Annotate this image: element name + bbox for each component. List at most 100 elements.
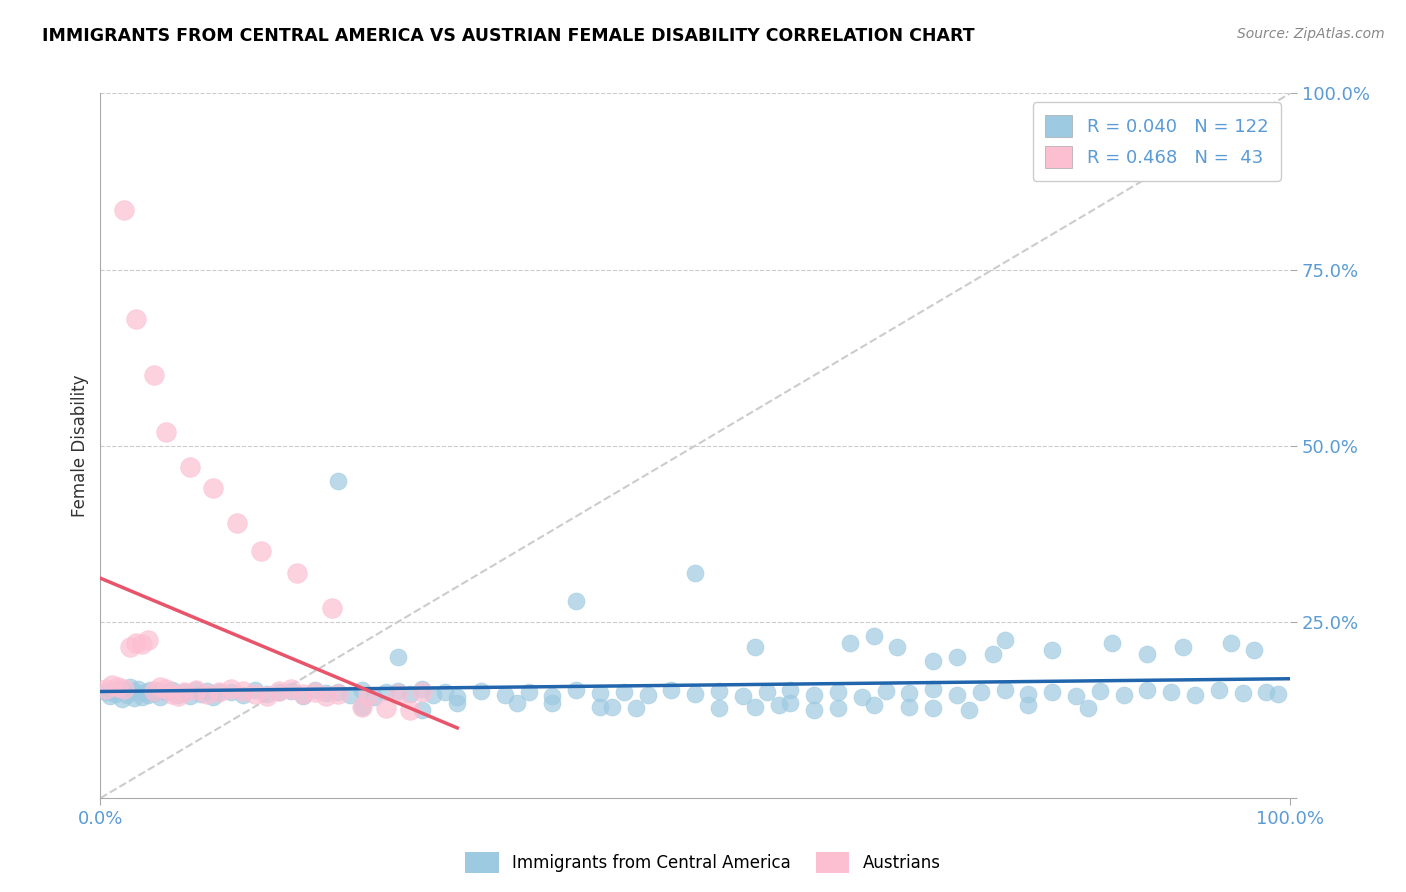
Point bbox=[1088, 684, 1111, 698]
Point bbox=[101, 684, 124, 698]
Point bbox=[357, 689, 380, 703]
Point bbox=[125, 685, 148, 699]
Point bbox=[922, 701, 945, 715]
Point bbox=[131, 638, 153, 652]
Point bbox=[1064, 689, 1087, 703]
Point bbox=[125, 311, 148, 326]
Point bbox=[744, 640, 766, 654]
Point bbox=[683, 687, 706, 701]
Point bbox=[387, 687, 409, 701]
Point bbox=[922, 654, 945, 668]
Point bbox=[96, 681, 118, 696]
Point bbox=[104, 687, 127, 701]
Point bbox=[827, 684, 849, 698]
Point bbox=[232, 688, 254, 702]
Legend: R = 0.040   N = 122, R = 0.468   N =  43: R = 0.040 N = 122, R = 0.468 N = 43 bbox=[1032, 103, 1281, 181]
Point bbox=[267, 684, 290, 698]
Point bbox=[637, 688, 659, 702]
Point bbox=[112, 681, 135, 696]
Point bbox=[219, 684, 242, 698]
Point bbox=[111, 692, 134, 706]
Point bbox=[112, 683, 135, 698]
Point bbox=[1101, 636, 1123, 650]
Point bbox=[250, 544, 273, 558]
Point bbox=[1160, 685, 1182, 699]
Point bbox=[197, 687, 219, 701]
Point bbox=[946, 650, 969, 665]
Point bbox=[328, 474, 350, 488]
Point bbox=[321, 600, 343, 615]
Point bbox=[1112, 688, 1135, 702]
Point bbox=[993, 683, 1015, 698]
Point bbox=[624, 701, 647, 715]
Point bbox=[315, 689, 337, 703]
Point bbox=[352, 699, 374, 714]
Point bbox=[600, 699, 623, 714]
Point bbox=[731, 689, 754, 703]
Point bbox=[981, 647, 1004, 661]
Point bbox=[243, 687, 266, 701]
Point bbox=[155, 685, 177, 699]
Point bbox=[768, 698, 790, 712]
Point bbox=[565, 594, 588, 608]
Point bbox=[613, 684, 636, 698]
Point bbox=[136, 632, 159, 647]
Point bbox=[291, 689, 314, 703]
Point bbox=[517, 685, 540, 699]
Point bbox=[1040, 643, 1063, 657]
Text: IMMIGRANTS FROM CENTRAL AMERICA VS AUSTRIAN FEMALE DISABILITY CORRELATION CHART: IMMIGRANTS FROM CENTRAL AMERICA VS AUSTR… bbox=[42, 27, 974, 45]
Text: Source: ZipAtlas.com: Source: ZipAtlas.com bbox=[1237, 27, 1385, 41]
Point bbox=[922, 681, 945, 696]
Point bbox=[267, 685, 290, 699]
Point bbox=[1256, 684, 1278, 698]
Point bbox=[142, 686, 165, 700]
Point bbox=[131, 690, 153, 705]
Point bbox=[208, 685, 231, 699]
Point bbox=[96, 685, 118, 699]
Point bbox=[946, 688, 969, 702]
Point bbox=[166, 689, 188, 703]
Point bbox=[173, 684, 195, 698]
Point bbox=[232, 684, 254, 698]
Point bbox=[352, 683, 374, 698]
Legend: Immigrants from Central America, Austrians: Immigrants from Central America, Austria… bbox=[458, 846, 948, 880]
Point bbox=[339, 688, 361, 702]
Point bbox=[1077, 701, 1099, 715]
Point bbox=[1017, 687, 1039, 701]
Point bbox=[122, 691, 145, 706]
Point bbox=[219, 681, 242, 696]
Point bbox=[120, 680, 142, 694]
Point bbox=[779, 696, 801, 710]
Point bbox=[1171, 640, 1194, 654]
Point bbox=[285, 566, 308, 580]
Point bbox=[851, 690, 873, 704]
Point bbox=[707, 701, 730, 715]
Point bbox=[422, 688, 444, 702]
Point bbox=[993, 632, 1015, 647]
Point bbox=[1136, 682, 1159, 697]
Point bbox=[589, 686, 612, 700]
Point bbox=[1040, 684, 1063, 698]
Point bbox=[411, 685, 433, 699]
Point bbox=[1208, 683, 1230, 698]
Point bbox=[1017, 698, 1039, 712]
Point bbox=[494, 688, 516, 702]
Point bbox=[139, 682, 162, 697]
Point bbox=[470, 684, 492, 698]
Point bbox=[256, 687, 278, 701]
Point bbox=[434, 684, 457, 698]
Point bbox=[166, 688, 188, 702]
Point bbox=[127, 681, 149, 696]
Point bbox=[957, 703, 980, 717]
Point bbox=[1267, 687, 1289, 701]
Point bbox=[98, 689, 121, 703]
Point bbox=[208, 685, 231, 699]
Point bbox=[146, 684, 169, 698]
Point bbox=[886, 640, 908, 654]
Point bbox=[838, 636, 860, 650]
Point bbox=[970, 685, 993, 699]
Point bbox=[827, 701, 849, 715]
Point bbox=[136, 688, 159, 702]
Point bbox=[1136, 647, 1159, 661]
Point bbox=[280, 681, 302, 696]
